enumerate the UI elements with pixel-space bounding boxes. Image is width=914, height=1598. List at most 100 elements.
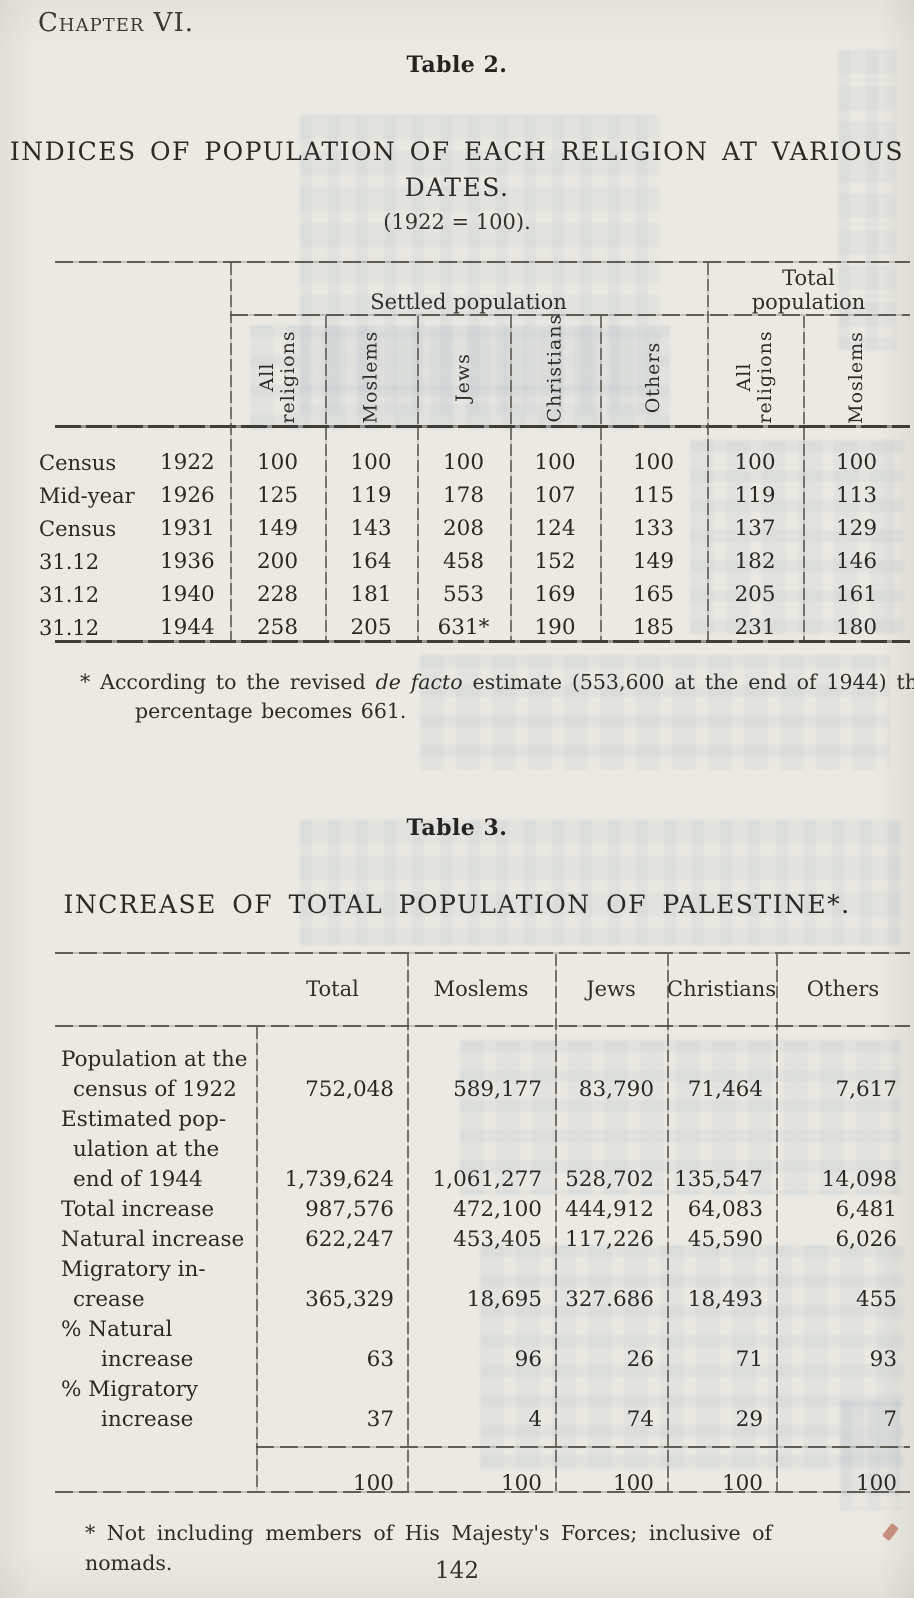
- table2-caption: Table 2.: [406, 52, 508, 78]
- table-cell: 100: [632, 450, 675, 475]
- table2-group-total-label: Total population: [751, 266, 866, 314]
- table-cell: 180: [835, 615, 878, 640]
- table-cell: 14,098: [821, 1167, 897, 1192]
- table-cell: 100: [442, 450, 485, 475]
- table-cell: 444,912: [565, 1197, 654, 1222]
- table-cell: 181: [350, 582, 392, 607]
- row-label: Census: [39, 516, 117, 541]
- chapter-heading: Chapter VI.: [38, 8, 194, 38]
- table-cell: 125: [256, 483, 299, 508]
- row-label: Natural increase: [61, 1227, 245, 1252]
- table-row: 31.12 1940 228 181 553 169 165 205 161: [35, 578, 910, 611]
- table-cell: 205: [734, 582, 776, 607]
- table-cell: 208: [442, 516, 485, 541]
- column-header-label: All religions: [733, 330, 777, 424]
- table-cell: 6,481: [835, 1197, 897, 1222]
- table-cell: 231: [734, 615, 776, 640]
- table-row: Total increase 987,576 472,100 444,912 6…: [55, 1195, 910, 1225]
- table-cell: 129: [835, 516, 878, 541]
- table-cell: 365,329: [305, 1287, 394, 1312]
- table2-column-header-row: All religions Moslems Jews Christians Ot…: [35, 313, 910, 433]
- row-label: % Migratory increase: [61, 1377, 199, 1432]
- row-label-blank: [55, 1435, 258, 1507]
- table-row: 31.12 1944 258 205 631* 190 185 231 180: [35, 611, 910, 644]
- table-cell: 71: [735, 1347, 763, 1372]
- table-cell: 83,790: [578, 1077, 654, 1102]
- table-row: 31.12 1936 200 164 458 152 149 182 146: [35, 545, 910, 578]
- table-cell: 119: [734, 483, 776, 508]
- table-cell: 1,061,277: [432, 1167, 542, 1192]
- table-cell: 161: [835, 582, 878, 607]
- column-header: Moslems: [803, 321, 910, 433]
- column-header-label: Christians: [543, 313, 566, 422]
- row-label: 31.12: [39, 582, 100, 607]
- table-cell: 205: [350, 615, 392, 640]
- row-label: Census: [39, 450, 117, 475]
- table2-indices-of-population: Settled population Total population All …: [35, 262, 910, 644]
- table3-footnote: * Not including members of His Majesty's…: [85, 1521, 773, 1575]
- table-cell: 100: [534, 450, 576, 475]
- table2-stub-blank: [35, 262, 230, 321]
- table-cell: 146: [835, 549, 878, 574]
- table-cell: 107: [534, 483, 576, 508]
- table-row: Natural increase 622,247 453,405 117,226…: [55, 1225, 910, 1255]
- table-row: Estimated pop- ulation at the end of 194…: [55, 1105, 910, 1195]
- column-header: Total: [306, 977, 359, 1001]
- page-number: 142: [435, 1558, 479, 1584]
- table-row: Mid-year 1926 125 119 178 107 115 119 11…: [35, 479, 910, 512]
- row-label: Migratory in- crease: [61, 1257, 206, 1312]
- footnote-marker: *: [80, 670, 91, 694]
- rule-vertical: [510, 316, 512, 640]
- rule-vertical: [325, 316, 327, 640]
- table3-title: INCREASE OF TOTAL POPULATION OF PALESTIN…: [63, 890, 851, 919]
- table3-increase-of-population: Total Moslems Jews Christians Others Pop…: [55, 953, 910, 1507]
- table-cell: 143: [350, 516, 392, 541]
- column-header-label: All religions: [256, 330, 299, 424]
- rule-vertical: [407, 954, 409, 1491]
- rule-horizontal: [55, 1025, 910, 1027]
- table-cell: 63: [366, 1347, 394, 1372]
- table-cell: 152: [534, 549, 576, 574]
- table-cell: 4: [528, 1407, 542, 1432]
- column-header: All religions: [707, 321, 803, 433]
- rule-vertical: [707, 263, 709, 640]
- table-cell: 113: [835, 483, 878, 508]
- table-cell: 100: [835, 450, 878, 475]
- row-year: 1944: [160, 615, 215, 640]
- table-cell: 45,590: [687, 1227, 763, 1252]
- table-cell: 115: [632, 483, 675, 508]
- column-header: Jews: [586, 977, 636, 1001]
- column-header: Christians: [667, 977, 777, 1001]
- table-cell: 190: [534, 615, 576, 640]
- column-header: Others: [806, 977, 880, 1001]
- rule-vertical: [667, 954, 669, 1491]
- table-cell: 164: [350, 549, 392, 574]
- column-header: Others: [600, 321, 707, 433]
- table3-stub-blank: [55, 953, 258, 1025]
- table-cell: 133: [632, 516, 675, 541]
- row-year: 1936: [160, 549, 215, 574]
- column-header: Moslems: [325, 321, 417, 433]
- table2-subtitle: (1922 = 100).: [383, 210, 531, 234]
- rule-vertical: [803, 316, 805, 640]
- row-year: 1922: [160, 450, 215, 475]
- table-cell: 589,177: [453, 1077, 542, 1102]
- spacer-row: [35, 433, 910, 446]
- footnote-text-suffix: estimate (553,600 at the end of 1944) th…: [135, 670, 914, 723]
- table-cell: 165: [632, 582, 675, 607]
- rule-vertical: [230, 263, 232, 640]
- table2-footnote: * According to the revised de facto esti…: [80, 668, 914, 726]
- rule-vertical: [256, 1027, 258, 1491]
- column-header-label: Others: [642, 341, 665, 413]
- table-cell: 137: [734, 516, 776, 541]
- table-cell: 7: [883, 1407, 897, 1432]
- table-row: Migratory in- crease 365,329 18,695 327.…: [55, 1255, 910, 1315]
- table-cell: 327.686: [565, 1287, 654, 1312]
- table-cell: 453,405: [453, 1227, 542, 1252]
- table-cell: 622,247: [305, 1227, 394, 1252]
- table-cell: 149: [632, 549, 675, 574]
- rule-horizontal: [256, 1446, 910, 1448]
- table2-stub-blank: [35, 321, 230, 433]
- table2-group-total-population: Total population: [707, 262, 910, 321]
- table-cell: 100: [855, 1471, 897, 1496]
